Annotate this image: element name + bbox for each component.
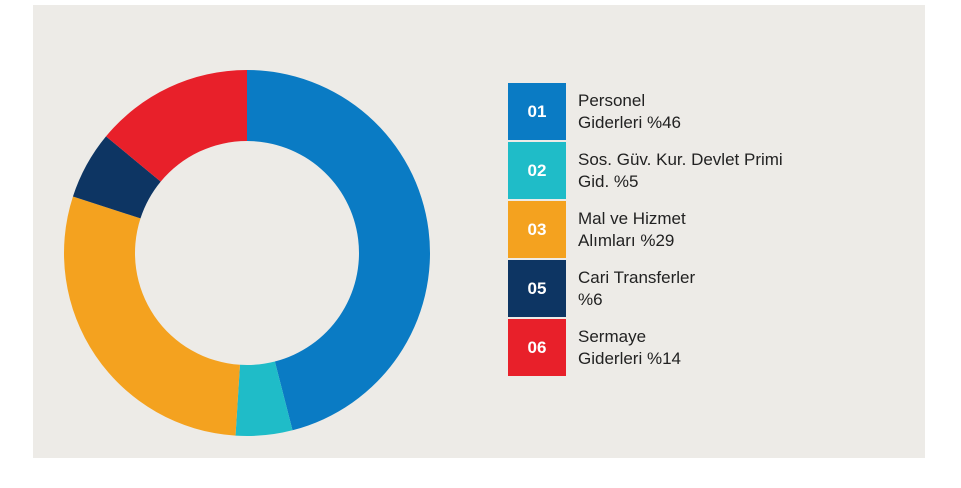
legend: 01 Personel Giderleri %46 02 Sos. Güv. Kur.…	[508, 83, 783, 378]
legend-code: 06	[508, 319, 566, 376]
donut-slice	[105, 70, 247, 182]
legend-value: %6	[578, 289, 603, 309]
donut-chart	[64, 70, 431, 437]
legend-item: 05 Cari Transferler %6	[508, 260, 783, 317]
legend-code: 01	[508, 83, 566, 140]
legend-label: Mal ve Hizmet Alımları	[578, 208, 686, 250]
legend-text: Personel Giderleri %46	[578, 90, 708, 134]
legend-text: Cari Transferler %6	[578, 267, 716, 311]
legend-code: 03	[508, 201, 566, 258]
legend-code: 05	[508, 260, 566, 317]
legend-value: %29	[640, 230, 675, 250]
legend-item: 06 Sermaye Giderleri %14	[508, 319, 783, 376]
donut-slice	[64, 196, 240, 436]
legend-value: %46	[646, 112, 682, 132]
legend-item: 03 Mal ve Hizmet Alımları %29	[508, 201, 783, 258]
legend-code: 02	[508, 142, 566, 199]
legend-label: Cari Transferler	[578, 267, 696, 287]
legend-label: Personel Giderleri	[578, 90, 646, 132]
donut-slice	[72, 136, 161, 219]
legend-text: Sermaye Giderleri %14	[578, 326, 708, 370]
legend-label: Sermaye Giderleri	[578, 326, 647, 368]
legend-label: Sos. Güv. Kur. Devlet Primi Gid.	[578, 149, 783, 191]
donut-slice	[247, 70, 431, 431]
donut-slice	[235, 361, 293, 437]
legend-text: Sos. Güv. Kur. Devlet Primi Gid. %5	[578, 149, 783, 193]
legend-item: 02 Sos. Güv. Kur. Devlet Primi Gid. %5	[508, 142, 783, 199]
legend-item: 01 Personel Giderleri %46	[508, 83, 783, 140]
legend-text: Mal ve Hizmet Alımları %29	[578, 208, 708, 252]
legend-value: %5	[613, 171, 639, 191]
legend-value: %14	[646, 348, 682, 368]
